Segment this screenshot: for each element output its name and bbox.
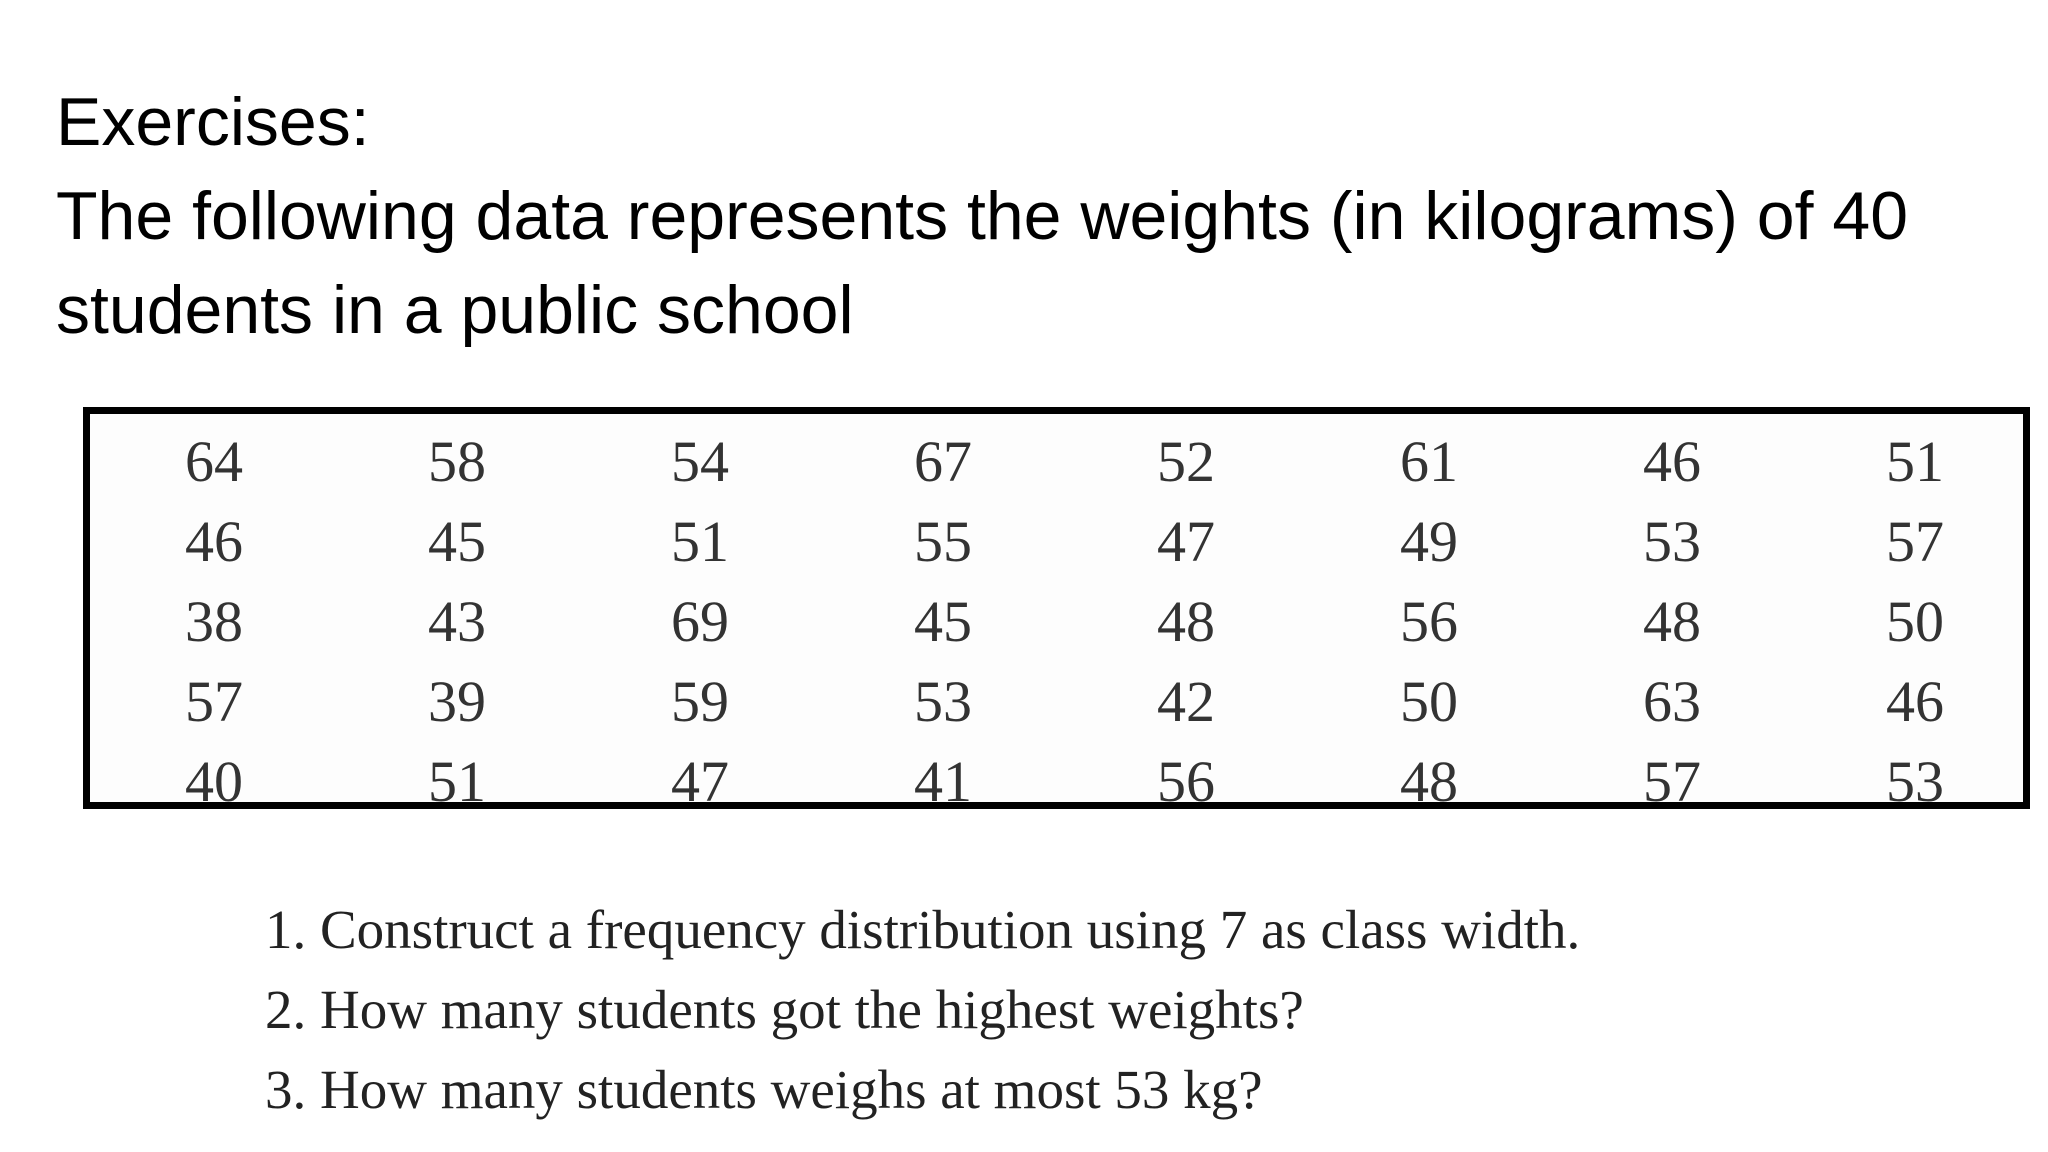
table-cell: 53 <box>1643 509 1701 574</box>
table-cell: 38 <box>185 589 243 654</box>
weights-data-grid: 64 58 54 67 52 61 46 51 46 45 51 55 47 4… <box>90 422 2023 822</box>
table-cell: 46 <box>185 509 243 574</box>
table-cell: 63 <box>1643 669 1701 734</box>
table-cell: 57 <box>1886 509 1944 574</box>
question-2: 2. How many students got the highest wei… <box>265 979 1304 1040</box>
table-cell: 56 <box>1157 749 1215 814</box>
table-cell: 43 <box>428 589 486 654</box>
table-cell: 48 <box>1157 589 1215 654</box>
table-row: 38 43 69 45 48 56 48 50 <box>90 582 2023 662</box>
table-cell: 53 <box>914 669 972 734</box>
table-cell: 53 <box>1886 749 1944 814</box>
table-cell: 51 <box>428 749 486 814</box>
table-cell: 42 <box>1157 669 1215 734</box>
table-cell: 55 <box>914 509 972 574</box>
table-cell: 47 <box>671 749 729 814</box>
heading-title: Exercises: <box>56 84 370 160</box>
table-cell: 47 <box>1157 509 1215 574</box>
weights-data-table: 64 58 54 67 52 61 46 51 46 45 51 55 47 4… <box>83 407 2030 814</box>
table-cell: 49 <box>1400 509 1458 574</box>
table-cell: 67 <box>914 429 972 494</box>
exercise-heading: Exercises: The following data represents… <box>56 75 1908 357</box>
table-cell: 40 <box>185 749 243 814</box>
table-cell: 69 <box>671 589 729 654</box>
table-cell: 39 <box>428 669 486 734</box>
table-cell: 52 <box>1157 429 1215 494</box>
question-1: 1. Construct a frequency distribution us… <box>265 899 1581 960</box>
table-cell: 58 <box>428 429 486 494</box>
table-cell: 45 <box>914 589 972 654</box>
table-cell: 45 <box>428 509 486 574</box>
table-cell: 56 <box>1400 589 1458 654</box>
table-cell: 51 <box>1886 429 1944 494</box>
table-cell: 48 <box>1400 749 1458 814</box>
question-list: 1. Construct a frequency distribution us… <box>265 890 1580 1130</box>
table-cell: 59 <box>671 669 729 734</box>
heading-description-line-2: students in a public school <box>56 272 854 348</box>
table-row: 46 45 51 55 47 49 53 57 <box>90 502 2023 582</box>
table-cell: 57 <box>185 669 243 734</box>
table-cell: 57 <box>1643 749 1701 814</box>
table-row: 64 58 54 67 52 61 46 51 <box>90 422 2023 502</box>
table-cell: 50 <box>1400 669 1458 734</box>
table-cell: 46 <box>1886 669 1944 734</box>
table-cell: 46 <box>1643 429 1701 494</box>
table-row: 40 51 47 41 56 48 57 53 <box>90 742 2023 822</box>
table-row: 57 39 59 53 42 50 63 46 <box>90 662 2023 742</box>
table-cell: 61 <box>1400 429 1458 494</box>
table-cell: 50 <box>1886 589 1944 654</box>
table-cell: 54 <box>671 429 729 494</box>
table-cell: 41 <box>914 749 972 814</box>
question-3: 3. How many students weighs at most 53 k… <box>265 1059 1263 1120</box>
heading-description-line-1: The following data represents the weight… <box>56 178 1909 254</box>
table-cell: 64 <box>185 429 243 494</box>
table-cell: 51 <box>671 509 729 574</box>
table-cell: 48 <box>1643 589 1701 654</box>
